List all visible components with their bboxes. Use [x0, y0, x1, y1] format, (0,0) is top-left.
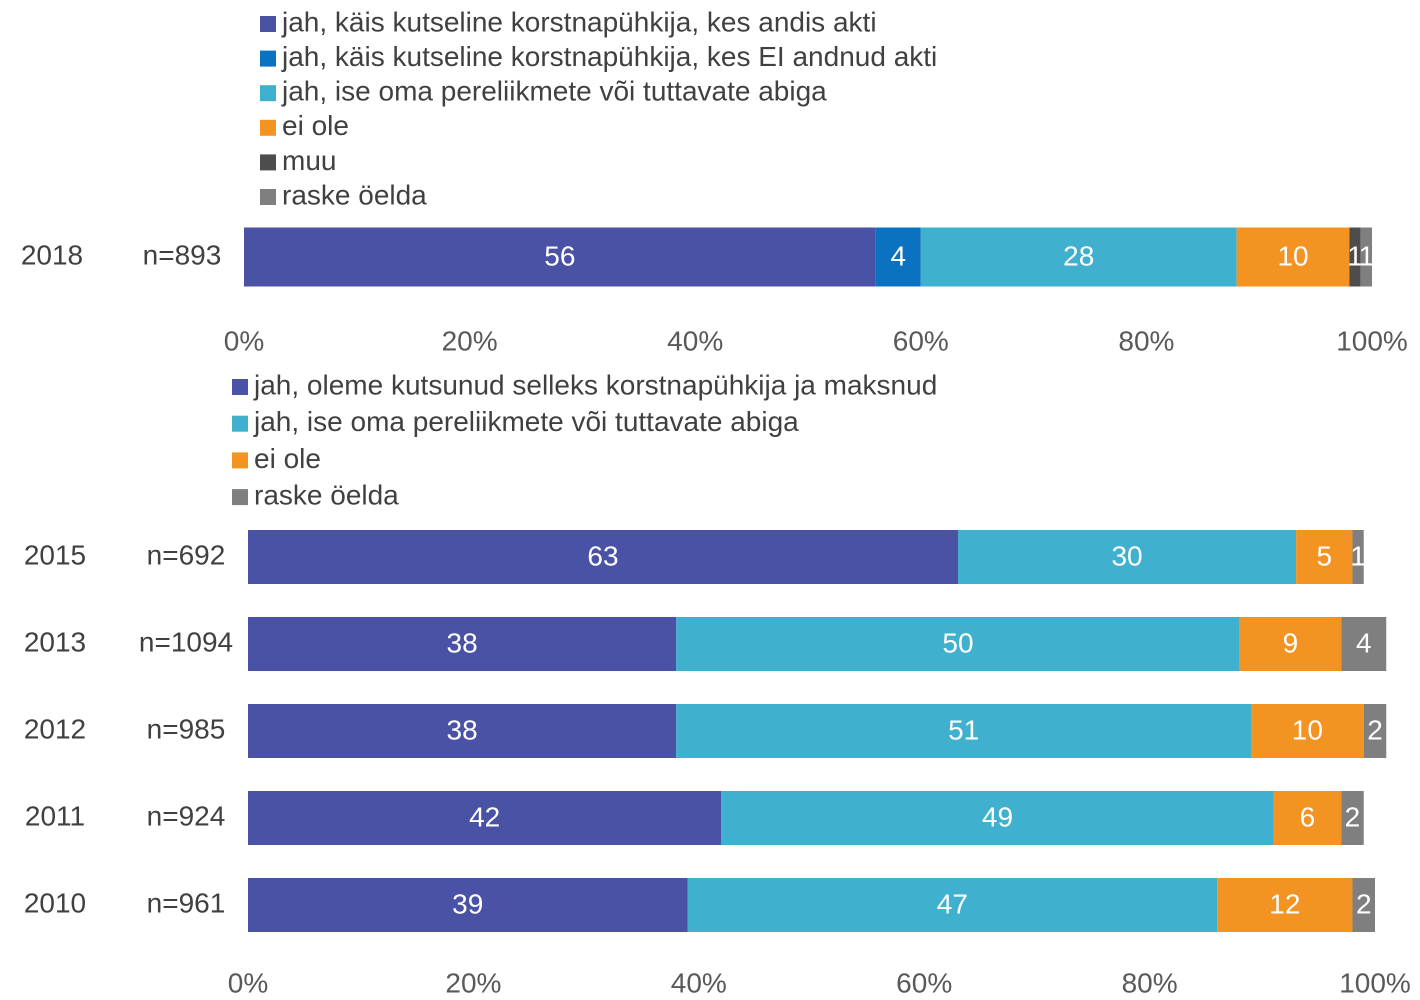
year-label: 2013: [24, 626, 86, 657]
legend-swatch: [260, 189, 276, 205]
bar-segment: [1251, 704, 1364, 758]
n-label: n=893: [143, 239, 222, 270]
value-label: 10: [1277, 240, 1308, 271]
value-label: 4: [890, 240, 906, 271]
legend-label: ei ole: [282, 110, 349, 141]
value-label: 5: [1316, 540, 1332, 571]
bar-segment: [1341, 617, 1387, 671]
year-label: 2011: [25, 800, 85, 831]
bar-segment: [244, 227, 876, 287]
bar-segment: [248, 530, 959, 584]
bar-segment: [1296, 530, 1353, 584]
bar-segment: [721, 791, 1274, 845]
n-label: n=692: [147, 539, 226, 570]
value-label: 38: [447, 627, 478, 658]
value-label: 12: [1269, 888, 1300, 919]
bar-segment: [1273, 791, 1342, 845]
year-label: 2018: [21, 239, 83, 270]
value-label: 38: [447, 714, 478, 745]
legend-label: jah, oleme kutsunud selleks korstnapühki…: [253, 369, 937, 400]
legend-swatch: [260, 154, 276, 171]
bar-segment: [1217, 878, 1353, 932]
bar-segment: [1352, 878, 1375, 932]
bar-segment: [248, 617, 677, 671]
value-label: 50: [942, 627, 973, 658]
value-label: 42: [469, 801, 500, 832]
legend-swatch: [232, 452, 248, 469]
x-tick-label: 60%: [896, 967, 952, 998]
value-label: 2: [1367, 714, 1383, 745]
bar-segment: [1341, 791, 1364, 845]
value-label: 47: [937, 888, 968, 919]
bar-segment: [1236, 227, 1350, 287]
value-label: 6: [1300, 801, 1316, 832]
bar-segment: [687, 878, 1218, 932]
bar-segment: [248, 791, 722, 845]
value-label: 4: [1356, 627, 1372, 658]
legend-label: ei ole: [254, 443, 321, 474]
n-label: n=961: [147, 887, 226, 918]
value-label: 2: [1356, 888, 1372, 919]
value-label: 49: [982, 801, 1013, 832]
bar-segment: [1239, 617, 1342, 671]
bar-segment: [248, 704, 677, 758]
legend-label: raske öelda: [254, 479, 399, 510]
value-label: 10: [1292, 714, 1323, 745]
value-label: 39: [452, 888, 483, 919]
bar-segment: [676, 617, 1240, 671]
x-tick-label: 0%: [228, 967, 268, 998]
n-label: n=1094: [139, 626, 233, 657]
x-tick-label: 20%: [442, 325, 498, 356]
value-label: 1: [1350, 540, 1366, 571]
legend-swatch: [260, 119, 276, 136]
legend-label: raske öelda: [282, 179, 427, 210]
legend-swatch: [260, 50, 276, 67]
value-label: 30: [1111, 540, 1142, 571]
value-label: 2: [1345, 801, 1361, 832]
legend-label: jah, ise oma pereliikmete või tuttavate …: [253, 406, 799, 437]
value-label: 28: [1063, 240, 1094, 271]
year-label: 2010: [24, 887, 86, 918]
legend-swatch: [260, 16, 276, 32]
x-tick-label: 80%: [1122, 967, 1178, 998]
x-tick-label: 100%: [1336, 325, 1408, 356]
legend-label: jah, käis kutseline korstnapühkija, kes …: [281, 41, 937, 72]
year-label: 2012: [24, 713, 86, 744]
x-tick-label: 40%: [667, 325, 723, 356]
bar-segment: [1352, 530, 1364, 584]
x-tick-label: 0%: [224, 325, 264, 356]
bar-segment: [248, 878, 688, 932]
bar-segment: [1360, 227, 1372, 287]
value-label: 1: [1359, 240, 1375, 271]
bar-segment: [676, 704, 1252, 758]
bar-segment: [1349, 227, 1361, 287]
x-tick-label: 80%: [1118, 325, 1174, 356]
legend-swatch: [232, 379, 248, 395]
bar-segment: [958, 530, 1297, 584]
legend-swatch: [232, 489, 248, 506]
value-label: 51: [948, 714, 979, 745]
value-label: 56: [544, 240, 575, 271]
legend-swatch: [260, 85, 276, 102]
value-label: 1: [1347, 240, 1363, 271]
value-label: 9: [1283, 627, 1299, 658]
legend-label: jah, käis kutseline korstnapühkija, kes …: [281, 6, 877, 37]
legend-swatch: [232, 415, 248, 432]
value-label: 63: [587, 540, 618, 571]
n-label: n=985: [147, 713, 226, 744]
bar-segment: [875, 227, 921, 287]
year-label: 2015: [24, 539, 86, 570]
bar-segment: [1363, 704, 1387, 758]
bar-segment: [920, 227, 1237, 287]
x-tick-label: 40%: [671, 967, 727, 998]
x-tick-label: 100%: [1339, 967, 1411, 998]
legend-label: muu: [282, 145, 336, 176]
x-tick-label: 60%: [893, 325, 949, 356]
n-label: n=924: [147, 800, 226, 831]
legend-label: jah, ise oma pereliikmete või tuttavate …: [281, 76, 827, 107]
x-tick-label: 20%: [445, 967, 501, 998]
